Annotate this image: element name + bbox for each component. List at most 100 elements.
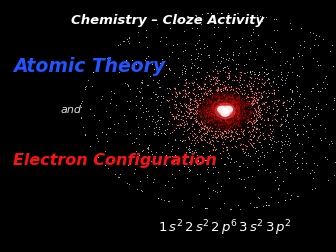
Point xyxy=(222,86,228,90)
Point xyxy=(225,109,230,113)
Point xyxy=(246,151,251,155)
Point xyxy=(182,95,188,99)
Point xyxy=(268,138,274,142)
Point xyxy=(210,83,215,87)
Point xyxy=(222,109,228,113)
Point xyxy=(186,137,192,141)
Point xyxy=(226,116,232,120)
Point xyxy=(242,85,247,89)
Point xyxy=(182,78,187,82)
Point xyxy=(224,102,229,106)
Point xyxy=(233,119,238,123)
Point xyxy=(262,123,268,127)
Point xyxy=(221,108,226,112)
Point xyxy=(167,68,173,72)
Point xyxy=(180,88,185,92)
Point xyxy=(255,90,261,94)
Point xyxy=(281,100,286,104)
Point xyxy=(278,123,283,127)
Point xyxy=(173,126,178,130)
Point xyxy=(187,146,192,150)
Point xyxy=(227,108,232,112)
Point xyxy=(208,112,214,116)
Point xyxy=(229,111,234,115)
Point xyxy=(253,110,259,114)
Point xyxy=(221,126,226,130)
Point xyxy=(189,61,194,65)
Point xyxy=(226,129,232,133)
Point xyxy=(245,115,250,119)
Point xyxy=(235,118,241,122)
Point xyxy=(211,93,216,98)
Point xyxy=(251,114,257,118)
Point xyxy=(229,107,234,111)
Point xyxy=(275,200,281,204)
Point xyxy=(194,104,199,108)
Point xyxy=(271,88,277,92)
Point xyxy=(127,99,133,103)
Point xyxy=(276,187,281,191)
Point xyxy=(267,123,273,127)
Point xyxy=(169,92,174,96)
Point xyxy=(179,121,185,125)
Point xyxy=(205,111,211,115)
Point xyxy=(235,117,240,121)
Point xyxy=(125,39,130,43)
Point xyxy=(223,105,228,109)
Point xyxy=(219,156,224,160)
Point xyxy=(180,138,186,142)
Point xyxy=(190,81,195,85)
Point xyxy=(196,103,201,107)
Point xyxy=(250,159,256,163)
Point xyxy=(166,119,171,123)
Point xyxy=(199,115,205,119)
Point xyxy=(271,127,276,131)
Point xyxy=(194,109,199,113)
Point xyxy=(215,112,221,116)
Point xyxy=(265,94,270,99)
Point xyxy=(312,37,317,41)
Point xyxy=(196,123,201,127)
Point xyxy=(221,109,226,113)
Point xyxy=(214,89,219,93)
Point xyxy=(249,87,254,91)
Point xyxy=(215,109,220,113)
Point xyxy=(257,77,262,81)
Point xyxy=(230,108,236,112)
Point xyxy=(287,126,292,130)
Point xyxy=(216,78,221,82)
Point xyxy=(250,144,255,148)
Point xyxy=(252,70,257,74)
Point xyxy=(239,91,244,95)
Point xyxy=(220,99,225,103)
Point xyxy=(226,109,231,113)
Point xyxy=(175,94,180,98)
Point xyxy=(180,64,186,68)
Circle shape xyxy=(193,87,257,135)
Point xyxy=(193,108,198,112)
Point xyxy=(176,107,181,111)
Point xyxy=(185,94,190,98)
Point xyxy=(289,27,294,31)
Point xyxy=(218,98,224,102)
Point xyxy=(216,121,222,125)
Point xyxy=(222,109,228,113)
Point xyxy=(228,113,234,117)
Point xyxy=(221,109,226,113)
Point xyxy=(233,86,239,90)
Point xyxy=(214,139,219,143)
Point xyxy=(222,109,227,113)
Point xyxy=(181,66,187,70)
Point xyxy=(280,101,285,105)
Point xyxy=(243,113,248,117)
Point xyxy=(194,105,200,109)
Point xyxy=(239,91,244,95)
Point xyxy=(223,108,228,112)
Point xyxy=(225,11,230,15)
Point xyxy=(171,71,176,75)
Point xyxy=(219,112,224,116)
Point xyxy=(301,96,306,100)
Point xyxy=(234,132,240,136)
Point xyxy=(226,104,231,108)
Point xyxy=(191,143,197,147)
